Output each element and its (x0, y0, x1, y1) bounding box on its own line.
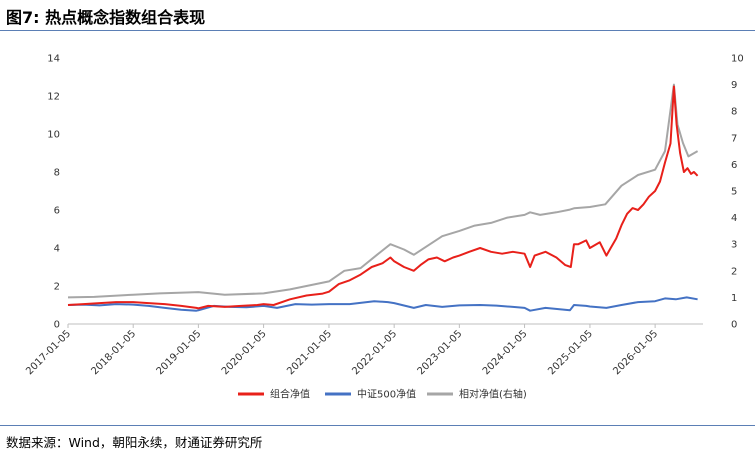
y-left-tick-label: 4 (54, 244, 60, 255)
y-left-tick-label: 8 (54, 168, 60, 179)
y-right-tick-label: 7 (731, 133, 737, 144)
x-tick-label: 2021-01-05 (285, 328, 334, 377)
chart-series (67, 83, 699, 312)
x-tick-label: 2025-01-05 (546, 328, 595, 377)
y-left-tick-label: 10 (47, 130, 60, 141)
x-tick-label: 2019-01-05 (155, 328, 204, 377)
figure-title: 图7: 热点概念指数组合表现 (6, 8, 206, 27)
y-right-tick-label: 3 (731, 240, 737, 251)
y-left-tick-label: 12 (47, 92, 60, 103)
y-right-tick-label: 8 (731, 107, 737, 118)
y-left-tick-label: 14 (47, 54, 60, 65)
source-note: 数据来源：Wind，朝阳永续，财通证券研究所 (6, 435, 263, 450)
y-left-tick-label: 0 (54, 320, 60, 331)
x-tick-label: 2026-01-05 (611, 328, 660, 377)
x-tick-label: 2017-01-05 (24, 328, 73, 377)
y-left-tick-label: 6 (54, 206, 60, 217)
y-right-tick-label: 9 (731, 80, 737, 91)
y-left-tick-label: 2 (54, 282, 60, 293)
legend-label: 中证500净值 (357, 388, 416, 401)
y-right-tick-label: 2 (731, 266, 737, 277)
title-rule (0, 30, 755, 31)
chart-legend: 组合净值 中证500净值 相对净值(右轴) (238, 388, 527, 401)
y-right-tick-label: 0 (731, 320, 737, 331)
series-line-csi500-nav (67, 296, 698, 312)
y-right-tick-label: 6 (731, 160, 737, 171)
y-right-tick-label: 10 (731, 54, 744, 65)
x-tick-label: 2024-01-05 (481, 328, 530, 377)
x-tick-label: 2018-01-05 (89, 328, 138, 377)
x-tick-label: 2022-01-05 (350, 328, 399, 377)
y-right-tick-label: 4 (731, 213, 737, 224)
legend-label: 相对净值(右轴) (459, 388, 527, 401)
y-right-tick-label: 5 (731, 187, 737, 198)
series-line-combo-nav (67, 85, 699, 310)
legend-label: 组合净值 (270, 388, 310, 401)
x-tick-label: 2023-01-05 (416, 328, 465, 377)
x-tick-label: 2020-01-05 (220, 328, 269, 377)
series-line-relative-nav (67, 83, 699, 299)
y-right-tick-label: 1 (731, 293, 737, 304)
source-rule (0, 425, 755, 426)
